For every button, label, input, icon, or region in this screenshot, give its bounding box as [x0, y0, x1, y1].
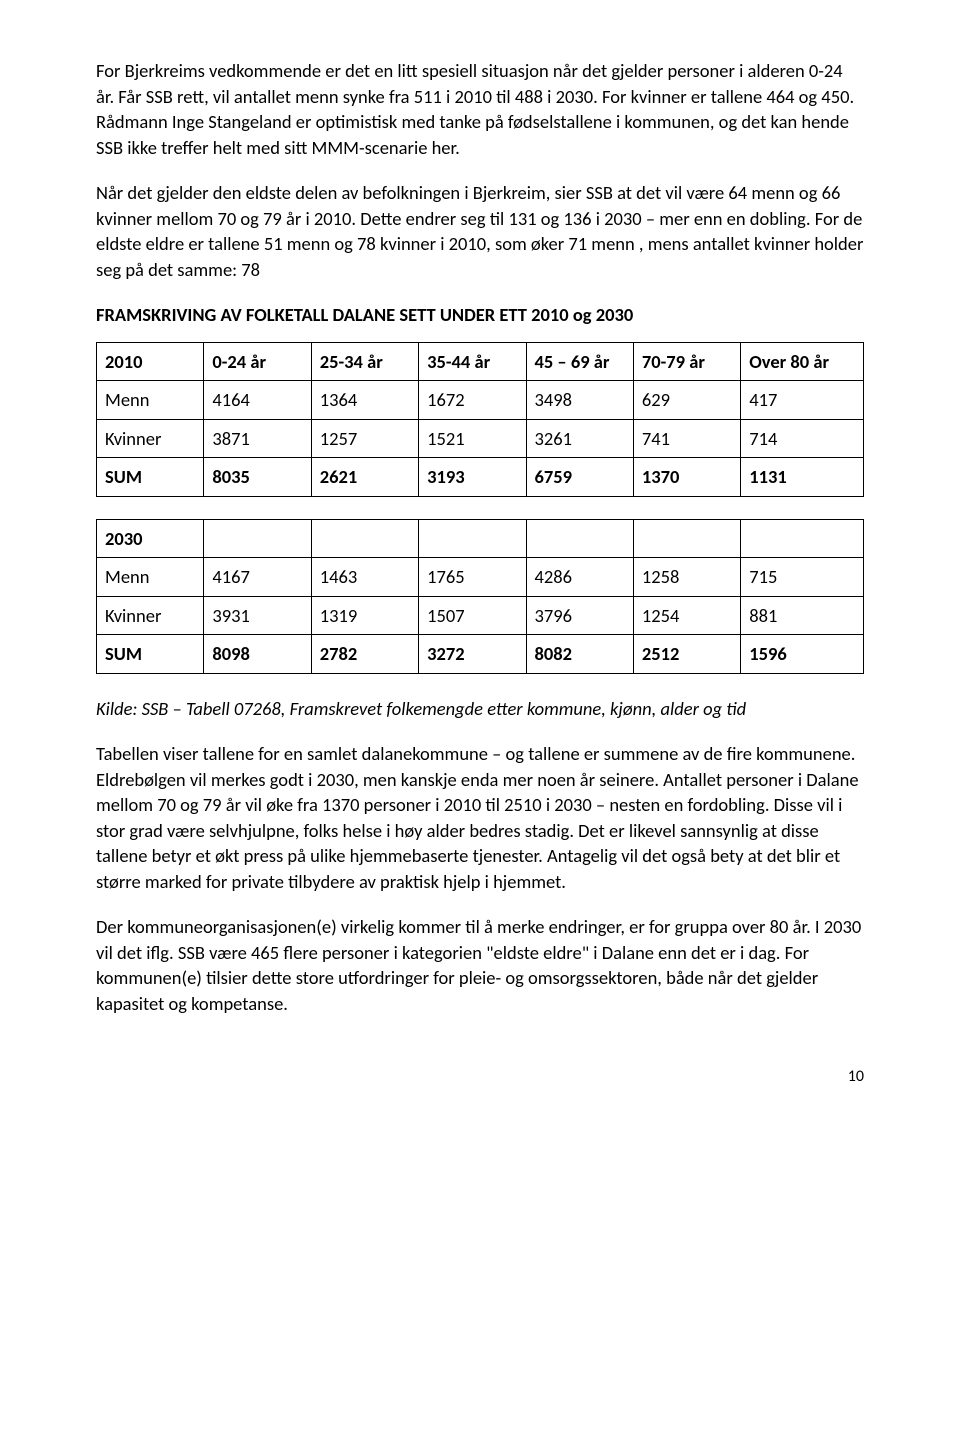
td: 714 — [741, 419, 864, 458]
th: 0-24 år — [204, 342, 311, 381]
td: 3193 — [419, 458, 526, 497]
paragraph-3: Tabellen viser tallene for en samlet dal… — [96, 741, 864, 894]
table-header-row: 2010 0-24 år 25-34 år 35-44 år 45 – 69 å… — [97, 342, 864, 381]
table-2010: 2010 0-24 år 25-34 år 35-44 år 45 – 69 å… — [96, 342, 864, 497]
paragraph-1: For Bjerkreims vedkommende er det en lit… — [96, 58, 864, 160]
table-row-sum: SUM 8035 2621 3193 6759 1370 1131 — [97, 458, 864, 497]
td: 1596 — [741, 635, 864, 674]
td: 1257 — [311, 419, 418, 458]
th: 70-79 år — [633, 342, 740, 381]
td: 4167 — [204, 558, 311, 597]
td: 4164 — [204, 381, 311, 420]
table-row: Kvinner 3871 1257 1521 3261 741 714 — [97, 419, 864, 458]
td: 741 — [633, 419, 740, 458]
td: SUM — [97, 458, 204, 497]
td: 629 — [633, 381, 740, 420]
page-number: 10 — [96, 1066, 864, 1088]
td: 1521 — [419, 419, 526, 458]
td: 715 — [741, 558, 864, 597]
td: 3931 — [204, 596, 311, 635]
section-heading: FRAMSKRIVING AV FOLKETALL DALANE SETT UN… — [96, 302, 864, 328]
table-row: Menn 4164 1364 1672 3498 629 417 — [97, 381, 864, 420]
td: 1672 — [419, 381, 526, 420]
table-2030: 2030 Menn 4167 1463 1765 4286 1258 715 K… — [96, 519, 864, 674]
th — [311, 519, 418, 558]
th — [741, 519, 864, 558]
td: 1370 — [633, 458, 740, 497]
td: Menn — [97, 558, 204, 597]
td: 8082 — [526, 635, 633, 674]
td: Kvinner — [97, 596, 204, 635]
th: 2010 — [97, 342, 204, 381]
td: Menn — [97, 381, 204, 420]
td: 8035 — [204, 458, 311, 497]
td: 1131 — [741, 458, 864, 497]
th: 45 – 69 år — [526, 342, 633, 381]
th — [204, 519, 311, 558]
td: 2782 — [311, 635, 418, 674]
td: Kvinner — [97, 419, 204, 458]
td: 1765 — [419, 558, 526, 597]
th — [419, 519, 526, 558]
td: 3796 — [526, 596, 633, 635]
th — [633, 519, 740, 558]
source-line: Kilde: SSB – Tabell 07268, Framskrevet f… — [96, 696, 864, 722]
table-header-row: 2030 — [97, 519, 864, 558]
td: 1319 — [311, 596, 418, 635]
td: 1364 — [311, 381, 418, 420]
table-row-sum: SUM 8098 2782 3272 8082 2512 1596 — [97, 635, 864, 674]
td: 2621 — [311, 458, 418, 497]
paragraph-2: Når det gjelder den eldste delen av befo… — [96, 180, 864, 282]
td: 3272 — [419, 635, 526, 674]
td: 417 — [741, 381, 864, 420]
th — [526, 519, 633, 558]
paragraph-4: Der kommuneorganisasjonen(e) virkelig ko… — [96, 914, 864, 1016]
td: 3871 — [204, 419, 311, 458]
td: SUM — [97, 635, 204, 674]
td: 1507 — [419, 596, 526, 635]
td: 1254 — [633, 596, 740, 635]
td: 4286 — [526, 558, 633, 597]
th: 25-34 år — [311, 342, 418, 381]
table-row: Kvinner 3931 1319 1507 3796 1254 881 — [97, 596, 864, 635]
td: 3498 — [526, 381, 633, 420]
td: 1258 — [633, 558, 740, 597]
table-row: Menn 4167 1463 1765 4286 1258 715 — [97, 558, 864, 597]
th: 35-44 år — [419, 342, 526, 381]
th: 2030 — [97, 519, 204, 558]
td: 2512 — [633, 635, 740, 674]
td: 3261 — [526, 419, 633, 458]
td: 6759 — [526, 458, 633, 497]
td: 8098 — [204, 635, 311, 674]
td: 881 — [741, 596, 864, 635]
th: Over 80 år — [741, 342, 864, 381]
td: 1463 — [311, 558, 418, 597]
